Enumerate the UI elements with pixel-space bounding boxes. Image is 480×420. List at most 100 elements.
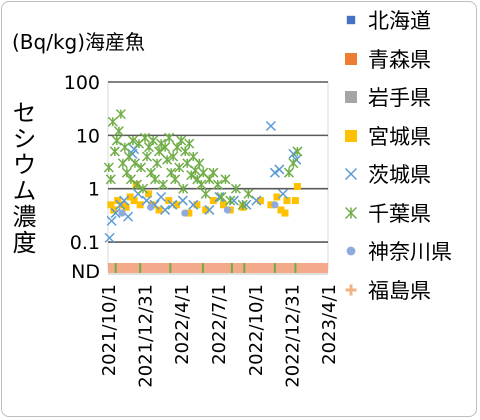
data-point [185, 209, 193, 217]
nd-label: ND [71, 261, 100, 283]
data-point [193, 201, 201, 209]
data-point [184, 138, 195, 149]
data-point [196, 179, 207, 190]
legend-item: 北海道 [344, 8, 431, 33]
data-point [118, 209, 126, 217]
nd-band [108, 263, 328, 273]
data-point [104, 232, 115, 243]
data-point [292, 146, 303, 157]
data-point [145, 190, 153, 198]
data-point [105, 174, 116, 185]
x-tick-label: 2021/12/31 [136, 284, 157, 388]
legend-label: 宮城県 [368, 124, 431, 149]
legend-marker-shape [345, 129, 357, 142]
data-point [114, 197, 122, 205]
data-point [209, 197, 217, 205]
legend-marker-shape [344, 167, 358, 181]
legend-item: 岩手県 [344, 85, 431, 110]
data-point [129, 158, 140, 169]
data-point [251, 195, 262, 206]
data-point [136, 201, 144, 209]
data-point [107, 201, 115, 209]
legend-marker-shape [345, 91, 357, 103]
data-point [170, 174, 181, 185]
data-point [202, 206, 210, 214]
data-point [204, 204, 215, 215]
data-point [139, 132, 151, 143]
data-point [271, 201, 279, 209]
x-tick-label: 2022/10/1 [246, 284, 267, 376]
data-point [126, 193, 134, 201]
data-point [111, 135, 122, 146]
data-point [135, 162, 147, 173]
data-point [277, 188, 288, 199]
legend-marker [345, 52, 357, 65]
data-point [154, 146, 165, 157]
data-point [110, 206, 118, 214]
data-point [164, 132, 175, 143]
legend-marker [345, 91, 357, 103]
data-point [288, 158, 299, 169]
legend-label: 北海道 [368, 9, 431, 33]
legend-marker [344, 206, 358, 219]
x-tick-label: 2023/4/1 [319, 284, 340, 365]
data-point [225, 195, 236, 206]
legend-marker-shape [345, 52, 357, 65]
data-point [141, 151, 153, 162]
data-point [127, 135, 138, 146]
data-point [256, 197, 264, 205]
data-point [230, 183, 241, 194]
y-tick-label: 0.1 [70, 232, 100, 254]
x-tick-label: 2022/7/1 [209, 284, 230, 365]
data-point [158, 179, 169, 190]
data-point [115, 109, 126, 120]
data-point [176, 135, 187, 146]
data-point [212, 179, 223, 190]
legend-item: 福島県 [344, 278, 431, 303]
legend-marker [346, 246, 356, 256]
legend-label: 茨城県 [368, 163, 431, 187]
data-point [200, 188, 211, 199]
data-point [113, 126, 124, 137]
legend-label: 青森県 [368, 47, 431, 72]
x-tick-label: 2021/10/1 [99, 284, 120, 376]
data-point [160, 204, 171, 215]
y-axis-label: セシウム濃度 [8, 100, 36, 256]
data-point [216, 191, 227, 203]
data-point [119, 142, 130, 153]
data-point [141, 195, 152, 206]
data-point [152, 158, 163, 169]
data-point [188, 199, 199, 210]
data-point [237, 199, 248, 210]
data-point [156, 191, 167, 203]
data-point [223, 206, 232, 214]
data-point [150, 174, 161, 185]
legend-item: 青森県 [344, 47, 431, 72]
data-point [243, 188, 254, 199]
data-point [119, 195, 130, 206]
data-point [178, 183, 189, 194]
data-point [283, 197, 291, 205]
data-point [148, 135, 159, 146]
legend-label: 岩手県 [368, 86, 431, 110]
data-point [174, 162, 185, 173]
legend-item: 茨城県 [344, 162, 431, 187]
y-tick-label: 100 [64, 72, 100, 94]
y-tick-label: 1 [88, 179, 100, 201]
data-point [162, 154, 173, 165]
x-tick-label: 2022/4/1 [172, 284, 193, 365]
data-point [110, 208, 121, 219]
data-point [181, 209, 189, 217]
x-tick-label: 2022/12/31 [282, 284, 303, 388]
data-point [130, 197, 138, 205]
data-point [265, 120, 276, 131]
legend-marker-shape [346, 246, 356, 256]
chart-title: (Bq/kg)海産魚 [12, 30, 146, 54]
data-point [109, 146, 120, 157]
data-point [155, 206, 163, 214]
data-point [273, 193, 281, 201]
legend-marker-shape [344, 206, 358, 219]
data-point [107, 116, 118, 127]
